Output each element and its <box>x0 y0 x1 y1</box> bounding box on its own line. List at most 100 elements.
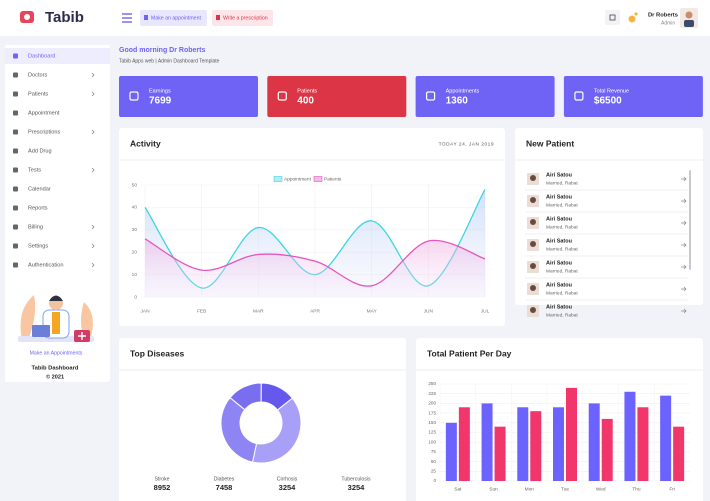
menu-item[interactable]: Settings <box>28 243 48 249</box>
stat-label: Earnings <box>149 88 171 94</box>
patient-link-arrow[interactable] <box>681 264 687 270</box>
card-title: Activity <box>130 138 161 148</box>
y-tick-label: 125 <box>428 430 436 435</box>
patient-avatar-face <box>530 219 536 225</box>
header-button[interactable] <box>212 10 273 26</box>
fullscreen-button[interactable] <box>605 10 620 25</box>
card-title: Total Patient Per Day <box>427 348 512 358</box>
patient-link-arrow[interactable] <box>681 308 687 314</box>
menu-icon <box>13 243 18 249</box>
new-patient-card <box>515 128 703 305</box>
patient-avatar-face <box>530 175 536 181</box>
top-bar <box>0 0 710 36</box>
line <box>144 238 486 287</box>
x-tick-label: FEB <box>197 308 206 314</box>
patient-name: Airi Satou <box>546 172 572 178</box>
stat-value: 400 <box>297 96 314 107</box>
button-icon <box>144 15 148 20</box>
y-tick-label: 50 <box>132 182 138 188</box>
donut-segment <box>260 382 294 411</box>
disease-label: Tuberculosis <box>341 476 371 482</box>
bar <box>673 426 685 481</box>
x-tick-label: MAR <box>253 308 264 314</box>
greeting-subtitle: Tabib Apps web | Admin Dashboard Templat… <box>119 58 220 64</box>
fullscreen-icon <box>609 14 616 21</box>
menu-item[interactable]: Appointment <box>28 110 60 116</box>
menu-icon <box>13 224 18 230</box>
menu-item[interactable]: Add Drug <box>28 148 52 154</box>
y-tick-label: 100 <box>428 439 436 444</box>
patient-info: Married, Rabat <box>546 224 578 230</box>
header-button-label[interactable]: Make an appointment <box>151 15 201 21</box>
x-tick-label: Fri <box>669 486 675 492</box>
y-tick-label: 0 <box>134 294 137 300</box>
patient-link-arrow[interactable] <box>681 220 687 226</box>
patient-link-arrow[interactable] <box>681 242 687 248</box>
illustration-laptop <box>32 325 50 337</box>
x-tick-label: JUL <box>481 308 490 314</box>
stat-icon <box>129 91 139 101</box>
submenu-arrow <box>91 262 95 268</box>
x-tick-label: Mon <box>525 486 535 492</box>
bar <box>481 403 493 481</box>
avatar-head <box>685 11 693 19</box>
bar <box>566 387 577 481</box>
disease-label: Cirrhosis <box>277 476 298 482</box>
menu-icon <box>13 148 18 154</box>
button-icon <box>216 15 220 20</box>
bar <box>517 407 529 481</box>
menu-item[interactable]: Patients <box>28 91 48 97</box>
x-tick-label: Wed <box>596 486 606 492</box>
illustration-hair <box>49 295 63 301</box>
avatar-body <box>684 20 694 27</box>
card-title: New Patient <box>526 138 574 148</box>
menu-icon <box>13 129 18 135</box>
stat-icon <box>574 91 584 101</box>
menu-item[interactable]: Billing <box>28 224 43 230</box>
menu-item[interactable]: Dashboard <box>28 53 55 59</box>
menu-item[interactable]: Doctors <box>28 72 47 78</box>
patient-link-arrow[interactable] <box>681 176 687 182</box>
patient-avatar-face <box>530 241 536 247</box>
menu-item[interactable]: Authentication <box>28 262 63 268</box>
notification-icon[interactable] <box>628 15 636 23</box>
bar <box>637 407 649 481</box>
patient-name: Airi Satou <box>546 304 572 310</box>
menu-item[interactable]: Calendar <box>28 186 51 192</box>
bar <box>601 418 613 481</box>
x-tick-label: Thu <box>632 486 641 492</box>
menu-icon <box>13 167 18 173</box>
submenu-arrow <box>91 167 95 173</box>
patient-info: Married, Rabat <box>546 246 578 252</box>
legend-label: Patients <box>324 176 342 182</box>
menu-item[interactable]: Prescriptions <box>28 129 61 135</box>
patient-info: Married, Rabat <box>546 290 578 296</box>
submenu-arrow <box>91 243 95 249</box>
menu-icon <box>13 262 18 268</box>
menu-icon <box>13 186 18 192</box>
patient-link-arrow[interactable] <box>681 286 687 292</box>
patient-avatar-face <box>530 307 536 313</box>
patient-link-arrow[interactable] <box>681 198 687 204</box>
menu-icon <box>13 91 18 97</box>
y-tick-label: 75 <box>431 449 437 454</box>
y-tick-label: 0 <box>433 478 436 483</box>
x-tick-label: Sun <box>489 486 498 492</box>
y-tick-label: 225 <box>428 391 436 396</box>
header-button[interactable] <box>140 10 207 26</box>
top-diseases-card <box>119 338 406 501</box>
menu-item[interactable]: Tests <box>28 167 41 173</box>
disease-value: 3254 <box>279 483 297 492</box>
x-tick-label: Sat <box>454 486 462 492</box>
menu-item[interactable]: Reports <box>28 205 48 211</box>
disease-value: 8952 <box>154 483 171 492</box>
bar <box>624 391 636 481</box>
y-tick-label: 40 <box>132 205 138 211</box>
patient-avatar-face <box>530 263 536 269</box>
y-tick-label: 25 <box>431 469 437 474</box>
sidebar-cta[interactable]: Make an Appointments <box>30 350 83 356</box>
y-tick-label: 200 <box>428 401 436 406</box>
header-button-label[interactable]: Write a prescription <box>223 15 268 21</box>
legend-label: Appointment <box>284 176 312 182</box>
